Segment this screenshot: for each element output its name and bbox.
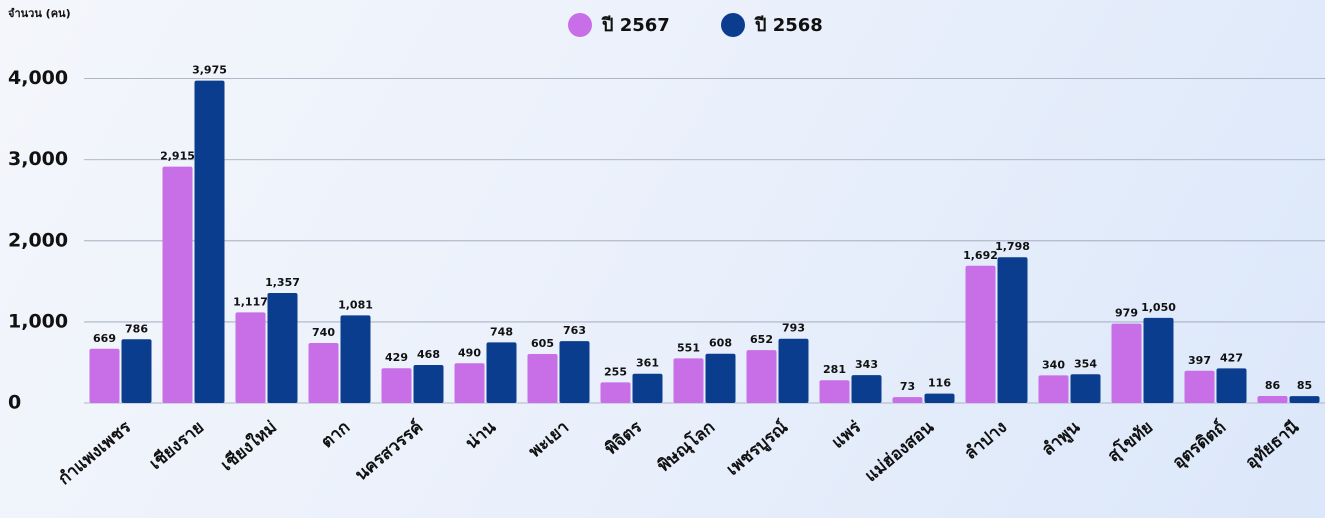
y-tick-label: 3,000 xyxy=(8,148,68,170)
y-tick-label: 2,000 xyxy=(8,229,68,251)
bar xyxy=(965,265,996,403)
x-tick-label: พะเยา xyxy=(525,417,573,462)
x-tick-label: พิษณุโลก xyxy=(653,417,719,477)
x-tick-label: อุทัยธานี xyxy=(1241,416,1303,473)
value-label: 343 xyxy=(855,358,878,371)
bar xyxy=(381,368,412,403)
bar xyxy=(121,339,152,403)
value-label: 740 xyxy=(312,326,335,339)
bar xyxy=(1184,370,1215,403)
bar xyxy=(673,358,704,403)
x-tick-label: เพชรบูรณ์ xyxy=(722,416,793,480)
bar xyxy=(527,353,558,403)
value-label: 354 xyxy=(1074,357,1097,370)
value-label: 1,798 xyxy=(995,240,1030,253)
x-tick-label: แม่ฮ่องสอน xyxy=(861,417,938,486)
value-label: 793 xyxy=(782,322,805,335)
value-label: 490 xyxy=(458,346,481,359)
bar xyxy=(1070,374,1101,403)
y-tick-label: 1,000 xyxy=(8,310,68,332)
value-label: 340 xyxy=(1042,358,1065,371)
bar xyxy=(819,380,850,403)
bar xyxy=(308,342,339,403)
x-tick-label: ลำพูน xyxy=(1038,417,1085,461)
value-label: 73 xyxy=(900,380,915,393)
bar xyxy=(1289,396,1320,403)
value-label: 979 xyxy=(1115,307,1138,320)
value-label: 429 xyxy=(385,351,408,364)
bar xyxy=(486,342,517,403)
value-label: 255 xyxy=(604,365,627,378)
value-label: 85 xyxy=(1297,379,1312,392)
x-tick-label: น่าน xyxy=(462,417,500,454)
x-tick-label: อุตรดิตถ์ xyxy=(1168,417,1230,473)
value-label: 786 xyxy=(125,322,148,335)
bar xyxy=(1111,323,1142,403)
value-label: 468 xyxy=(417,348,440,361)
x-tick-label: พิจิตร xyxy=(601,417,646,459)
bar xyxy=(1038,375,1069,403)
bar xyxy=(1257,396,1288,403)
bar xyxy=(705,353,736,403)
x-tick-label: เชียงใหม่ xyxy=(217,417,281,476)
x-tick-label: ตาก xyxy=(317,417,354,452)
legend-swatch xyxy=(568,13,592,37)
value-label: 605 xyxy=(531,337,554,350)
bar xyxy=(267,292,298,403)
value-label: 281 xyxy=(823,363,846,376)
value-label: 116 xyxy=(928,377,951,390)
bar xyxy=(600,382,631,403)
value-label: 2,915 xyxy=(160,150,195,163)
bar xyxy=(413,365,444,403)
bar xyxy=(194,80,225,403)
bar xyxy=(162,166,193,403)
bar xyxy=(559,341,590,403)
value-label: 3,975 xyxy=(192,64,227,77)
x-tick-label: นครสวรรค์ xyxy=(351,417,427,486)
value-label: 748 xyxy=(490,325,513,338)
value-label: 427 xyxy=(1220,351,1243,364)
bar xyxy=(924,393,955,403)
value-label: 86 xyxy=(1265,379,1281,392)
bar xyxy=(746,350,777,403)
bar xyxy=(1216,368,1247,403)
bar xyxy=(235,312,266,403)
bar xyxy=(454,363,485,403)
value-label: 361 xyxy=(636,357,659,370)
y-axis-label: จำนวน (คน) xyxy=(8,7,71,20)
value-label: 1,357 xyxy=(265,276,300,289)
bar xyxy=(340,315,371,403)
x-tick-label: ลำปาง xyxy=(961,417,1011,464)
bar xyxy=(778,338,809,403)
value-label: 551 xyxy=(677,341,700,354)
x-tick-label: แพร่ xyxy=(828,417,865,453)
y-tick-label: 0 xyxy=(8,392,21,414)
value-label: 1,050 xyxy=(1141,301,1176,314)
legend-label: ปี 2567 xyxy=(601,15,670,36)
bar xyxy=(1143,317,1174,403)
legend-swatch xyxy=(721,13,745,37)
value-label: 397 xyxy=(1188,354,1211,367)
value-label: 652 xyxy=(750,333,773,346)
x-tick-label: เชียงราย xyxy=(145,417,208,474)
value-label: 669 xyxy=(93,332,116,345)
bar xyxy=(997,257,1028,403)
bar xyxy=(89,348,120,403)
bar xyxy=(851,375,882,403)
value-label: 763 xyxy=(563,324,586,337)
legend-label: ปี 2568 xyxy=(754,15,823,36)
y-tick-label: 4,000 xyxy=(8,67,68,89)
bar xyxy=(892,397,923,403)
value-label: 1,081 xyxy=(338,298,373,311)
x-tick-label: กำแพงเพชร xyxy=(55,417,136,489)
value-label: 1,692 xyxy=(963,249,998,262)
bar xyxy=(632,373,663,403)
value-label: 608 xyxy=(709,337,732,350)
x-tick-label: สุโขทัย xyxy=(1103,417,1157,467)
value-label: 1,117 xyxy=(233,295,268,308)
